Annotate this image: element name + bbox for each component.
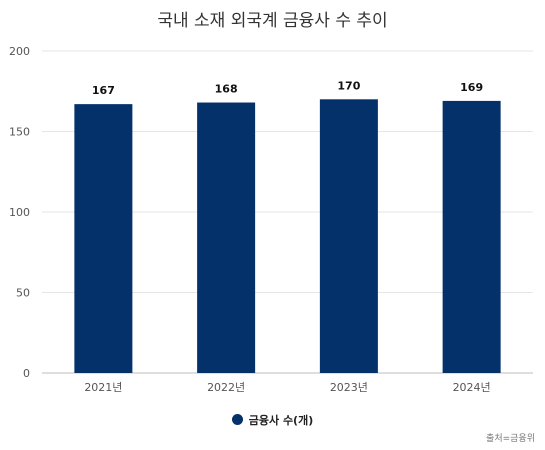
legend: 금융사 수(개): [0, 412, 545, 428]
y-tick-label: 200: [9, 45, 30, 58]
x-tick-label: 2022년: [207, 381, 245, 394]
legend-swatch: [231, 414, 243, 425]
legend-label: 금융사 수(개): [248, 414, 314, 427]
x-tick-label: 2023년: [330, 381, 368, 394]
data-label: 167: [92, 84, 115, 97]
chart-title: 국내 소재 외국계 금융사 수 추이: [157, 11, 388, 31]
y-tick-label: 100: [9, 206, 30, 219]
bar: [74, 104, 133, 373]
x-axis-ticks: 2021년 2022년 2023년 2024년: [84, 381, 490, 394]
bar: [197, 102, 256, 374]
data-labels: 167 168 170 169: [92, 79, 483, 97]
data-label: 170: [337, 79, 360, 92]
y-tick-label: 0: [23, 367, 30, 380]
source-note: 출처=금융위: [486, 434, 535, 444]
bar: [442, 100, 501, 373]
data-label: 168: [215, 83, 238, 96]
y-tick-label: 150: [9, 126, 30, 139]
data-label: 169: [460, 81, 483, 94]
bars: [74, 99, 501, 374]
bar: [319, 99, 378, 374]
x-tick-label: 2024년: [453, 381, 491, 394]
y-axis-ticks: 0 50 100 150 200: [9, 45, 30, 380]
x-tick-label: 2021년: [84, 381, 122, 394]
y-tick-label: 50: [16, 287, 30, 300]
